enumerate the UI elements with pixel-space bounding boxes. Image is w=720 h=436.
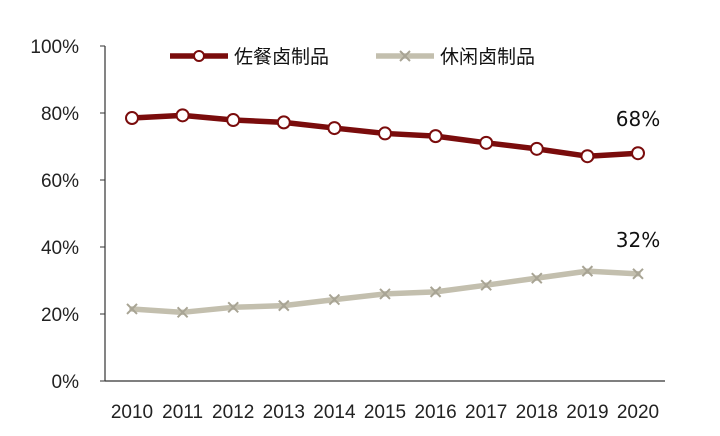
- y-tick-label: 20%: [41, 305, 79, 326]
- y-tick-label: 60%: [41, 171, 79, 192]
- data-point: [379, 288, 391, 300]
- data-point: [176, 306, 189, 319]
- x-tick-label: 2012: [212, 402, 254, 423]
- y-tick-label: 100%: [30, 37, 79, 58]
- data-point: [175, 108, 190, 123]
- data-point: [327, 121, 342, 136]
- y-tick-label: 80%: [41, 104, 79, 125]
- x-tick-label: 2013: [263, 402, 305, 423]
- y-axis-ticks: 0% 20% 40% 60% 80% 100%: [30, 37, 105, 393]
- legend-marker: [193, 50, 205, 62]
- series-line: [129, 268, 641, 316]
- data-point: [529, 141, 544, 156]
- legend-label: 休闲卤制品: [440, 46, 535, 68]
- y-tick-label: 40%: [41, 238, 79, 259]
- data-point: [531, 272, 543, 284]
- legend-marker: [399, 50, 411, 62]
- x-tick-label: 2015: [364, 402, 406, 423]
- data-point: [328, 293, 341, 306]
- data-point: [581, 265, 594, 277]
- x-axis-ticks: 2010 2011 2012 2013 2014 2015 2016 2017 2018 2019…: [111, 402, 659, 423]
- x-tick-label: 2018: [516, 402, 558, 423]
- data-point: [278, 299, 290, 312]
- x-tick-label: 2014: [313, 402, 356, 423]
- end-value-label: 68%: [616, 107, 660, 131]
- y-tick-label: 0%: [52, 372, 80, 393]
- x-tick-label: 2020: [617, 402, 659, 423]
- series-2: [126, 265, 644, 319]
- data-point: [632, 268, 644, 280]
- data-point: [631, 146, 645, 161]
- data-point: [580, 149, 595, 164]
- data-point: [429, 286, 442, 298]
- x-tick-label: 2011: [162, 402, 203, 423]
- series-layer: [125, 108, 645, 319]
- x-tick-label: 2010: [111, 402, 153, 423]
- data-point: [226, 113, 241, 128]
- legend-item: 佐餐卤制品: [170, 46, 329, 68]
- data-point: [428, 129, 443, 144]
- axes: [104, 46, 665, 382]
- data-point: [479, 135, 494, 150]
- data-point: [125, 111, 139, 126]
- x-tick-label: 2019: [566, 402, 608, 423]
- legend: 佐餐卤制品 休闲卤制品: [170, 46, 535, 68]
- data-point: [378, 126, 392, 141]
- series-1: [125, 108, 645, 164]
- end-labels: 68% 32%: [616, 107, 660, 252]
- x-tick-label: 2016: [414, 402, 456, 423]
- legend-item: 休闲卤制品: [376, 46, 535, 68]
- x-tick-label: 2017: [465, 402, 507, 423]
- end-value-label: 32%: [616, 228, 660, 252]
- data-point: [480, 279, 492, 291]
- data-point: [126, 303, 138, 315]
- legend-label: 佐餐卤制品: [234, 46, 329, 68]
- data-point: [227, 301, 239, 314]
- data-point: [276, 115, 291, 130]
